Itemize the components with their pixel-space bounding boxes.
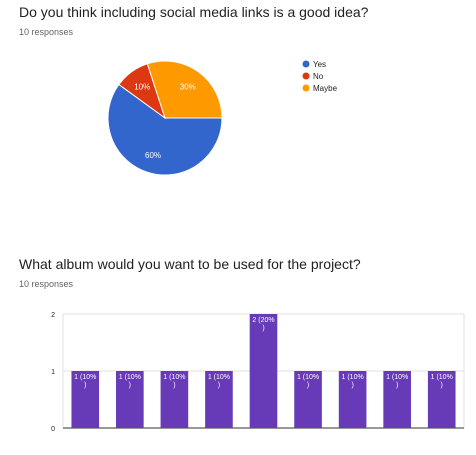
bar-label-9: 1 (10%) (431, 374, 453, 389)
bar-2 (116, 371, 144, 428)
bar-8 (383, 371, 411, 428)
y-tick-label-1: 1 (51, 369, 55, 376)
pie-slice-yes (107, 83, 223, 176)
bar-label-1: 1 (10%) (74, 374, 96, 389)
bar-4 (205, 371, 233, 428)
bar-1 (71, 371, 100, 428)
bar-label-6: 1 (10%) (297, 374, 319, 389)
bar-5 (249, 314, 278, 428)
bar-3 (160, 371, 189, 428)
legend-marker-maybe (302, 84, 310, 92)
pie-slice-label-yes: 60% (145, 151, 161, 160)
bar-label-4: 1 (10%) (208, 374, 230, 389)
bar-label-5: 2 (20%) (252, 317, 274, 332)
bar-label-7: 1 (10%) (342, 374, 364, 389)
question-1-response-count: 10 responses (19, 27, 74, 37)
pie-slice-label-no: 10% (134, 83, 150, 92)
pie-slice-maybe (146, 60, 223, 119)
question-2-title: What album would you want to be used for… (19, 256, 361, 272)
bar-9 (427, 371, 456, 428)
bar-6 (294, 371, 322, 428)
y-tick-label-2: 2 (51, 312, 55, 319)
pie-chart: 60% 10% 30% Yes No Maybe (107, 60, 338, 176)
pie-slice-label-maybe: 30% (180, 83, 196, 92)
y-tick-label-0: 0 (51, 426, 55, 433)
legend-marker-no (302, 72, 310, 80)
bar-label-2: 1 (10%) (119, 374, 141, 389)
legend-label-maybe: Maybe (313, 84, 338, 93)
bar-label-8: 1 (10%) (386, 374, 408, 389)
bar-7 (338, 371, 367, 428)
question-2-response-count: 10 responses (19, 279, 74, 289)
legend-label-no: No (313, 72, 324, 81)
legend-label-yes: Yes (313, 60, 326, 69)
legend-marker-yes (302, 60, 310, 68)
bar-label-3: 1 (10%) (163, 374, 185, 389)
question-1-title: Do you think including social media link… (19, 4, 369, 20)
